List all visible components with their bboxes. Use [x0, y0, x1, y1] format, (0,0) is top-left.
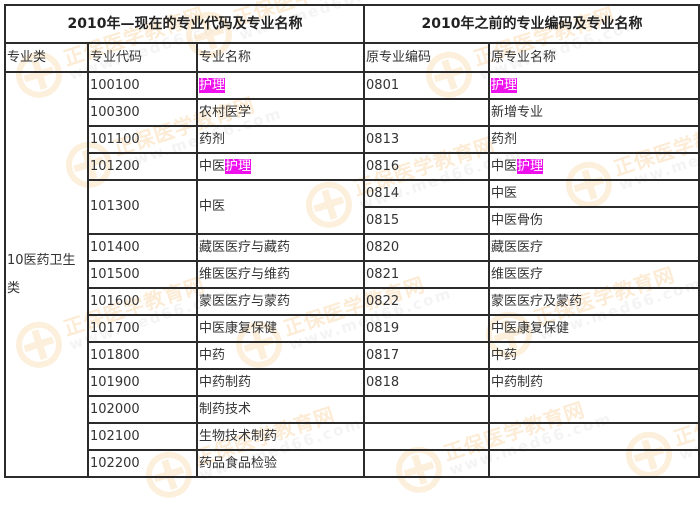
header-row: 专业类 专业代码 专业名称 原专业编码 原专业名称: [4, 42, 700, 73]
name-cell: 中药制药: [195, 368, 366, 397]
old-code-cell: 0818: [363, 368, 491, 397]
name-cell: 中医康复保健: [195, 314, 366, 343]
code-cell: 101500: [87, 260, 198, 289]
old-code-cell: [363, 395, 491, 424]
code-cell: 101700: [87, 314, 198, 343]
name-cell: 护理: [195, 71, 366, 100]
header-code: 专业代码: [87, 42, 198, 73]
old-name-cell: 藏医医疗: [488, 233, 700, 262]
table-row: 102100 生物技术制药: [5, 422, 700, 451]
table-row: 101600 蒙医医疗与蒙药 0822 蒙医医疗及蒙药: [5, 287, 700, 316]
old-name-cell: 中医: [488, 179, 700, 208]
old-code-cell: 0820: [363, 233, 491, 262]
code-cell: 101200: [87, 152, 198, 181]
header-name: 专业名称: [195, 42, 366, 73]
code-cell: 101900: [87, 368, 198, 397]
old-code-cell: 0821: [363, 260, 491, 289]
name-cell: 中医护理: [195, 152, 366, 181]
previous-codes-title: 2010年之前的专业编码及专业名称: [363, 4, 700, 44]
old-code-cell: [363, 449, 491, 478]
code-cell: 100300: [87, 98, 198, 127]
code-cell: 101400: [87, 233, 198, 262]
old-code-cell: [363, 422, 491, 451]
name-cell: 药剂: [195, 125, 366, 154]
table-row: 101700 中医康复保健 0819 中医康复保健: [5, 314, 700, 343]
code-cell: 102100: [87, 422, 198, 451]
table-row: 101100 药剂 0813 药剂: [5, 125, 700, 154]
code-cell: 102000: [87, 395, 198, 424]
old-name-cell: [488, 449, 700, 478]
code-cell: 102200: [87, 449, 198, 478]
highlighted-text: 护理: [225, 158, 252, 174]
highlighted-text: 护理: [517, 158, 544, 174]
name-cell: 维医医疗与维药: [195, 260, 366, 289]
old-code-cell: 0815: [363, 206, 491, 235]
major-code-table: 2010年—现在的专业代码及专业名称 2010年之前的专业编码及专业名称 专业类…: [3, 4, 700, 478]
table-row: 102000 制药技术: [5, 395, 700, 424]
old-name-cell: 中药: [488, 341, 700, 370]
code-cell: 101800: [87, 341, 198, 370]
table-row: 101500 维医医疗与维药 0821 维医医疗: [5, 260, 700, 289]
table-row: 101400 藏医医疗与藏药 0820 藏医医疗: [5, 233, 700, 262]
header-old-code: 原专业编码: [363, 42, 491, 73]
old-code-cell: 0801: [363, 71, 491, 100]
old-code-cell: 0816: [363, 152, 491, 181]
code-cell: 100100: [87, 71, 198, 100]
old-code-cell: [363, 98, 491, 127]
table-row: 101300 中医 0814 中医: [5, 179, 700, 235]
name-cell: 中医: [195, 179, 366, 235]
title-row: 2010年—现在的专业代码及专业名称 2010年之前的专业编码及专业名称: [3, 4, 700, 44]
highlighted-text: 护理: [199, 77, 226, 93]
current-codes-title: 2010年—现在的专业代码及专业名称: [3, 4, 366, 44]
old-code-cell: 0814: [363, 179, 491, 208]
old-code-cell: 0819: [363, 314, 491, 343]
table-row: 102200 药品食品检验: [5, 449, 700, 478]
old-code-cell: 0817: [363, 341, 491, 370]
old-name-cell: 中医康复保健: [488, 314, 700, 343]
table-row: 100300 农村医学 新增专业: [5, 98, 700, 127]
old-name-cell: [488, 395, 700, 424]
name-cell: 蒙医医疗与蒙药: [195, 287, 366, 316]
table-subrow: 0815 中医骨伤: [5, 206, 700, 235]
header-category: 专业类: [4, 42, 89, 73]
old-name-cell: 中医骨伤: [488, 206, 700, 235]
code-cell: 101600: [87, 287, 198, 316]
old-name-cell: 中药制药: [488, 368, 700, 397]
name-cell: 制药技术: [195, 395, 366, 424]
table-row: 101800 中药 0817 中药: [5, 341, 700, 370]
name-cell: 藏医医疗与藏药: [195, 233, 366, 262]
old-name-cell: 维医医疗: [488, 260, 700, 289]
old-code-cell: 0822: [363, 287, 491, 316]
name-cell: 农村医学: [195, 98, 366, 127]
name-cell: 生物技术制药: [195, 422, 366, 451]
name-cell: 中药: [195, 341, 366, 370]
old-name-cell: 护理: [488, 71, 700, 100]
name-cell: 药品食品检验: [195, 449, 366, 478]
old-name-cell: 中医护理: [488, 152, 700, 181]
header-old-name: 原专业名称: [488, 42, 700, 73]
old-name-cell: 药剂: [488, 125, 700, 154]
table-row: 101900 中药制药 0818 中药制药: [5, 368, 700, 397]
table-row: 101200 中医护理 0816 中医护理: [5, 152, 700, 181]
old-name-cell: [488, 422, 700, 451]
highlighted-text: 护理: [491, 77, 518, 93]
old-code-cell: 0813: [363, 125, 491, 154]
category-cell: 10医药卫生类: [4, 71, 89, 478]
code-cell: 101100: [87, 125, 198, 154]
old-name-cell: 新增专业: [488, 98, 700, 127]
old-name-cell: 蒙医医疗及蒙药: [488, 287, 700, 316]
code-cell: 101300: [87, 179, 198, 235]
table-row: 10医药卫生类 100100 护理 0801 护理: [4, 71, 700, 478]
